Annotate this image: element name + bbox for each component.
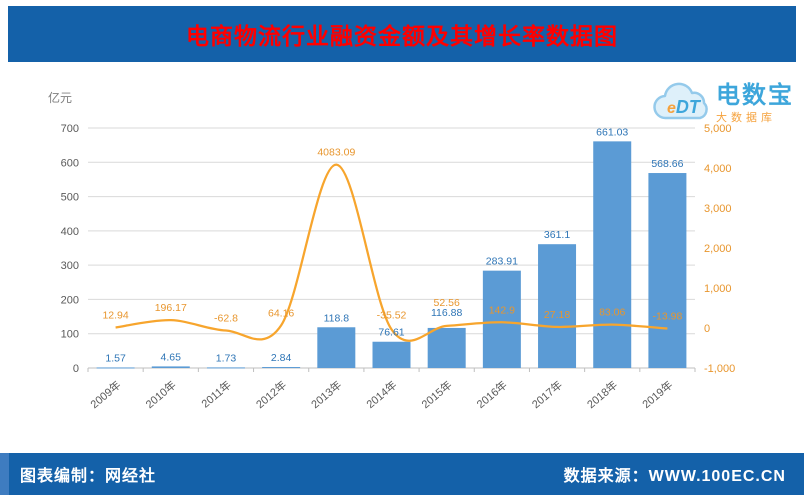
line-value-label: 142.9	[489, 304, 515, 316]
left-axis-tick: 400	[61, 226, 79, 238]
bar-value-label: 2.84	[271, 352, 292, 364]
logo-cloud-text-e: e	[667, 100, 676, 117]
bar-value-label: 118.8	[324, 312, 350, 324]
line-value-label: 52.56	[434, 297, 460, 309]
left-axis-tick: 200	[61, 294, 79, 306]
right-axis-tick: 4,000	[704, 163, 732, 175]
x-axis-category-label: 2012年	[253, 378, 289, 412]
right-axis-tick: -1,000	[704, 363, 735, 375]
x-axis-category-label: 2016年	[474, 378, 510, 412]
line-value-label: -62.8	[214, 313, 238, 325]
combo-chart: 0 100 200 300 400 500 600 700 -1,000 0 1,000 2,000 3…	[48, 90, 735, 412]
bar	[538, 244, 577, 368]
line-value-label: 4083.09	[317, 147, 355, 159]
footer-source: 数据来源：WWW.100EC.CN	[563, 468, 786, 485]
right-axis-tick: 1,000	[704, 283, 732, 295]
page-title: 电商物流行业融资金额及其增长率数据图	[186, 23, 618, 49]
x-axis-category-label: 2010年	[143, 378, 179, 412]
bar-value-label: 283.91	[486, 256, 518, 268]
line-value-label: 12.94	[102, 309, 128, 321]
bar	[151, 366, 190, 368]
bar	[593, 141, 632, 368]
line-value-label: 196.17	[155, 302, 187, 314]
bar-value-label: 116.88	[431, 307, 462, 319]
logo-name: 电数宝	[716, 81, 794, 109]
chart-title-bar: 电商物流行业融资金额及其增长率数据图	[8, 6, 796, 62]
bar-value-label: 1.73	[216, 352, 237, 364]
right-axis-tick: 0	[704, 323, 710, 335]
left-axis-tick: 100	[61, 329, 79, 341]
line-value-label: 64.16	[268, 307, 294, 319]
left-axis-tick: 500	[61, 192, 79, 204]
footer-bar: 图表编制：网经社 数据来源：WWW.100EC.CN	[0, 453, 804, 495]
growth-rate-line	[115, 163, 668, 342]
left-axis-unit-label: 亿元	[48, 90, 72, 105]
bar	[96, 367, 135, 369]
bar-value-label: 4.65	[161, 351, 182, 363]
bar	[317, 327, 356, 368]
line-value-label: -13.98	[653, 311, 683, 323]
line-value-label: -35.52	[377, 309, 407, 321]
bar	[482, 270, 521, 368]
brand-logo: eDT 电数宝 大数据库	[650, 82, 794, 126]
bar-value-label: 76.61	[378, 327, 404, 339]
footer-credit: 图表编制：网经社	[20, 468, 157, 485]
left-axis-tick: 300	[61, 260, 79, 272]
x-axis-category-label: 2013年	[308, 378, 344, 412]
right-axis-tick: 5,000	[704, 123, 732, 135]
right-axis-tick: 3,000	[704, 203, 732, 215]
bar	[262, 367, 301, 369]
x-axis-category-label: 2015年	[418, 378, 454, 412]
bar-value-label: 661.03	[596, 126, 628, 138]
bar	[206, 367, 245, 369]
x-axis-category-label: 2009年	[87, 378, 123, 412]
left-axis-tick: 600	[61, 157, 79, 169]
logo-subtitle: 大数据库	[716, 112, 776, 125]
bar	[648, 173, 687, 368]
x-axis-category-label: 2011年	[198, 378, 234, 411]
logo-cloud-text-dt: DT	[676, 97, 702, 117]
bar-value-label: 568.66	[651, 158, 683, 170]
left-axis-tick: 0	[73, 363, 79, 375]
left-axis-tick: 700	[61, 123, 79, 135]
line-value-label: 83.06	[599, 307, 625, 319]
svg-text:eDT: eDT	[667, 97, 702, 117]
bar	[427, 327, 466, 368]
bar-value-label: 1.57	[105, 352, 126, 364]
cloud-icon: eDT	[653, 82, 708, 120]
bar-value-label: 361.1	[544, 229, 570, 241]
right-axis-tick: 2,000	[704, 243, 732, 255]
x-axis-category-label: 2017年	[529, 378, 565, 412]
x-axis-category-label: 2019年	[639, 378, 675, 412]
logo-text: 电数宝 大数据库	[716, 83, 794, 125]
x-axis-category-label: 2018年	[584, 378, 620, 412]
line-value-label: 27.18	[544, 309, 570, 321]
footer-accent	[0, 453, 9, 495]
bar	[372, 341, 411, 368]
x-axis-category-label: 2014年	[363, 378, 399, 412]
